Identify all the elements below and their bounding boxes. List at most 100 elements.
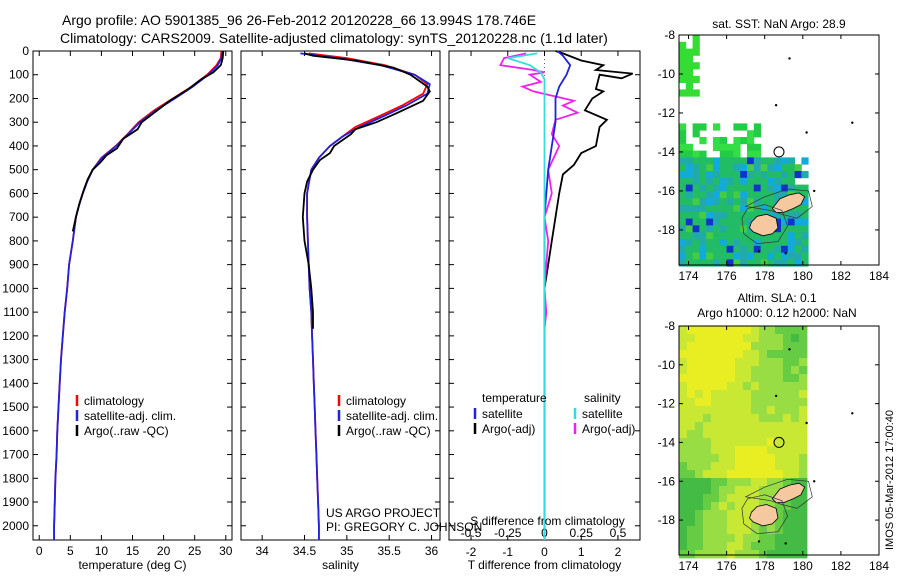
sst-cell	[740, 123, 748, 131]
sst-cell	[733, 150, 741, 158]
sst-cell	[706, 191, 714, 199]
sst-cell	[760, 245, 768, 253]
sst-cell	[726, 150, 734, 158]
sla-cell	[767, 342, 776, 351]
sla-cell	[679, 510, 688, 519]
x-tick-label: 182	[831, 559, 851, 573]
sla-cell	[687, 406, 696, 415]
sst-cell	[685, 211, 693, 219]
sla-cell	[727, 462, 736, 471]
y-tick-label: 1500	[2, 400, 29, 414]
sla-cell	[719, 462, 728, 471]
sla-cell	[695, 494, 704, 503]
sla-cell	[703, 526, 712, 535]
y-tick-label: -14	[658, 435, 676, 449]
sla-cell	[743, 390, 752, 399]
sla-cell	[759, 326, 768, 335]
sla-cell	[719, 406, 728, 415]
sst-cell	[685, 75, 693, 83]
sla-cell	[695, 446, 704, 455]
sst-cell	[692, 177, 700, 185]
sla-cell	[687, 502, 696, 511]
sst-cell	[685, 239, 693, 247]
sst-cell	[801, 184, 809, 192]
sst-cell	[733, 198, 741, 206]
sst-cell	[685, 48, 693, 56]
sst-cell	[699, 232, 707, 240]
sla-cell	[799, 350, 808, 359]
sla-cell	[727, 534, 736, 543]
sla-cell	[711, 494, 720, 503]
sst-cell	[713, 191, 721, 199]
sla-cell	[711, 462, 720, 471]
sst-cell	[767, 205, 775, 213]
sst-cell	[679, 62, 687, 70]
sla-cell	[711, 526, 720, 535]
sst-cell	[679, 48, 687, 56]
sst-cell	[733, 225, 741, 233]
sst-cell	[740, 198, 748, 206]
sst-cell	[679, 89, 687, 97]
sla-cell	[719, 478, 728, 487]
sla-cell	[727, 454, 736, 463]
sla-cell	[791, 454, 800, 463]
y-tick-label: 0	[22, 44, 29, 58]
sst-cell	[692, 211, 700, 219]
x-tick-label: 184	[869, 559, 889, 573]
y-tick-label: -18	[658, 513, 676, 527]
x-tick-label: 0	[541, 545, 548, 559]
sst-cell	[692, 157, 700, 165]
sla-cell	[711, 430, 720, 439]
y-tick-label: 1200	[2, 329, 29, 343]
sla-cell	[799, 534, 808, 543]
x-tick-label: 10	[95, 544, 109, 558]
sla-cell	[743, 478, 752, 487]
land-island	[771, 482, 806, 504]
sla-cell	[695, 502, 704, 511]
sst-cell	[753, 123, 761, 131]
sst-cell	[713, 225, 721, 233]
sla-cell	[783, 366, 792, 375]
sla-cell	[791, 326, 800, 335]
sla-cell	[799, 478, 808, 487]
sla-cell	[735, 422, 744, 431]
sla-cell	[695, 510, 704, 519]
sla-cell	[783, 374, 792, 383]
sla-cell	[679, 430, 688, 439]
sst-cell	[713, 171, 721, 179]
sla-cell	[759, 334, 768, 343]
sla-cell	[727, 470, 736, 479]
sst-cell	[747, 164, 755, 172]
sla-cell	[759, 542, 768, 551]
sst-cell	[787, 245, 795, 253]
series-line	[306, 52, 429, 540]
islet	[813, 480, 816, 483]
sla-cell	[687, 342, 696, 351]
sst-cell	[692, 205, 700, 213]
islet	[851, 412, 854, 415]
sla-cell	[703, 342, 712, 351]
sla-cell	[743, 414, 752, 423]
sla-cell	[775, 454, 784, 463]
sst-cell	[699, 198, 707, 206]
sla-cell	[695, 542, 704, 551]
sla-cell	[735, 390, 744, 399]
sst-cell	[753, 177, 761, 185]
sst-cell	[699, 184, 707, 192]
sla-cell	[735, 366, 744, 375]
sla-cell	[799, 390, 808, 399]
sst-cell	[787, 239, 795, 247]
sst-cell	[679, 171, 687, 179]
sla-cell	[703, 358, 712, 367]
sla-cell	[783, 398, 792, 407]
sla-cell	[727, 494, 736, 503]
sst-cell	[733, 184, 741, 192]
y-tick-label: 100	[9, 68, 29, 82]
sst-cell	[692, 191, 700, 199]
sla-cell	[767, 486, 776, 495]
sla-cell	[759, 358, 768, 367]
sla-cell	[687, 366, 696, 375]
sst-cell	[740, 184, 748, 192]
sla-cell	[783, 406, 792, 415]
sst-cell	[740, 171, 748, 179]
